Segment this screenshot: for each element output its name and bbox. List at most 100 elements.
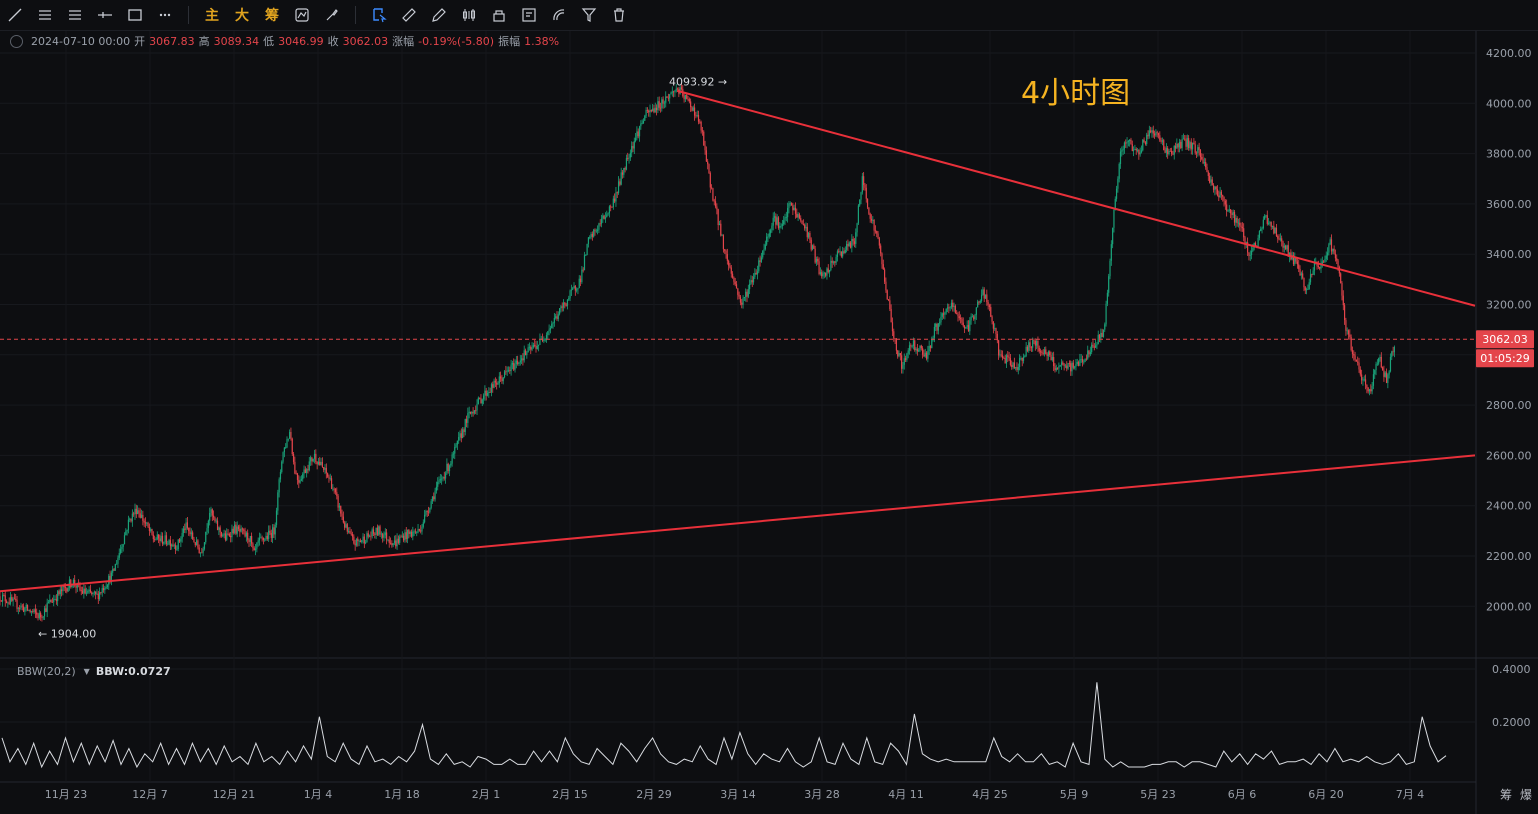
candle-body bbox=[159, 538, 161, 542]
candle-body bbox=[594, 229, 596, 231]
candle-body bbox=[931, 339, 933, 349]
candle-body bbox=[960, 318, 962, 319]
candle-body bbox=[199, 552, 202, 554]
candle-body bbox=[269, 530, 271, 533]
auto-pattern-icon[interactable] bbox=[287, 1, 317, 29]
candle-body bbox=[949, 307, 951, 309]
filter-icon[interactable] bbox=[574, 1, 604, 29]
candle-body bbox=[485, 390, 487, 396]
candle-body bbox=[20, 605, 22, 608]
candle-body bbox=[889, 300, 891, 310]
ruler-icon[interactable] bbox=[394, 1, 424, 29]
candle-body bbox=[781, 224, 783, 226]
candle-body bbox=[148, 527, 150, 531]
note-icon[interactable] bbox=[514, 1, 544, 29]
candle-body bbox=[1144, 142, 1146, 144]
chip-toggle[interactable]: 筹 bbox=[1499, 788, 1512, 802]
x-tick-label: 3月 14 bbox=[720, 788, 756, 801]
magnet-select-icon[interactable] bbox=[364, 1, 394, 29]
candle-body bbox=[873, 220, 875, 231]
y-tick-label: 3600.00 bbox=[1486, 198, 1532, 211]
candle-body bbox=[468, 411, 470, 414]
candle-body bbox=[752, 276, 755, 283]
y-tick-label: 2400.00 bbox=[1486, 500, 1532, 513]
rectangle-icon[interactable] bbox=[120, 1, 150, 29]
last-price-tag bbox=[1476, 330, 1534, 349]
candle-body bbox=[167, 543, 169, 545]
candle-body bbox=[582, 269, 584, 271]
candle-body bbox=[742, 298, 744, 305]
candle-body bbox=[1117, 178, 1119, 189]
more-icon[interactable] bbox=[150, 1, 180, 29]
candle-body bbox=[970, 316, 972, 321]
candle-body bbox=[416, 532, 418, 534]
lock-icon[interactable] bbox=[484, 1, 514, 29]
candle-body bbox=[1325, 255, 1327, 259]
candle-body bbox=[1125, 142, 1127, 144]
candle-body bbox=[405, 532, 407, 539]
candle-body bbox=[1210, 179, 1212, 183]
chip-button[interactable]: 筹 bbox=[265, 8, 279, 24]
candle-body bbox=[912, 340, 915, 347]
candles-icon[interactable] bbox=[454, 1, 484, 29]
candle-body bbox=[539, 338, 541, 345]
candle-body bbox=[83, 588, 85, 594]
candle-body bbox=[205, 531, 207, 543]
candle-body bbox=[534, 345, 536, 346]
main-force-button[interactable]: 主 bbox=[205, 8, 219, 24]
horizontal-ray-icon[interactable] bbox=[90, 1, 120, 29]
candle-body bbox=[1260, 229, 1262, 232]
candle-body bbox=[566, 299, 569, 306]
candle-body bbox=[117, 557, 119, 564]
candle-body bbox=[1131, 144, 1133, 151]
candle-body bbox=[262, 537, 265, 540]
indicator-name[interactable]: BBW(20,2) bbox=[17, 665, 76, 678]
candle-body bbox=[464, 419, 466, 432]
pencil-icon[interactable] bbox=[424, 1, 454, 29]
candle-body bbox=[1376, 363, 1378, 365]
candle-body bbox=[1194, 144, 1196, 153]
candle-body bbox=[121, 546, 123, 550]
candle-body bbox=[285, 447, 287, 449]
candle-body bbox=[118, 553, 120, 558]
trend-line-icon[interactable] bbox=[0, 1, 30, 29]
candle-body bbox=[673, 91, 675, 93]
candle-body bbox=[486, 393, 489, 396]
candle-body bbox=[535, 345, 537, 349]
candle-body bbox=[1135, 148, 1137, 151]
candle-body bbox=[501, 378, 503, 382]
candle-body bbox=[1375, 364, 1377, 371]
candle-body bbox=[74, 579, 76, 586]
candle-body bbox=[953, 305, 955, 307]
candle-body bbox=[994, 328, 996, 329]
fibonacci-icon[interactable] bbox=[544, 1, 574, 29]
candle-body bbox=[417, 528, 419, 533]
candle-body bbox=[384, 532, 386, 536]
candle-body bbox=[524, 350, 527, 356]
candle-body bbox=[137, 510, 139, 515]
candle-body bbox=[1079, 359, 1081, 366]
chevron-down-icon[interactable]: ▼ bbox=[83, 667, 90, 676]
candle-body bbox=[345, 524, 347, 528]
trash-icon[interactable] bbox=[604, 1, 634, 29]
candle-body bbox=[783, 220, 785, 225]
candle-body bbox=[1000, 354, 1002, 356]
candle-body bbox=[186, 522, 189, 528]
candle-body bbox=[1329, 239, 1331, 245]
candle-body bbox=[96, 593, 98, 595]
big-order-button[interactable]: 大 bbox=[235, 8, 249, 24]
liquidation-toggle[interactable]: 爆 bbox=[1519, 788, 1532, 802]
candle-body bbox=[258, 537, 261, 541]
collapse-icon[interactable] bbox=[10, 34, 23, 48]
candle-body bbox=[1177, 143, 1179, 148]
candle-body bbox=[1248, 252, 1250, 256]
candle-body bbox=[302, 473, 304, 480]
candle-body bbox=[1012, 362, 1014, 367]
candle-body bbox=[152, 534, 154, 540]
parallel-channel-icon[interactable] bbox=[60, 1, 90, 29]
horizontal-lines-icon[interactable] bbox=[30, 1, 60, 29]
countdown-tag bbox=[1476, 349, 1534, 368]
brush-icon[interactable] bbox=[317, 1, 347, 29]
candle-body bbox=[346, 524, 348, 532]
